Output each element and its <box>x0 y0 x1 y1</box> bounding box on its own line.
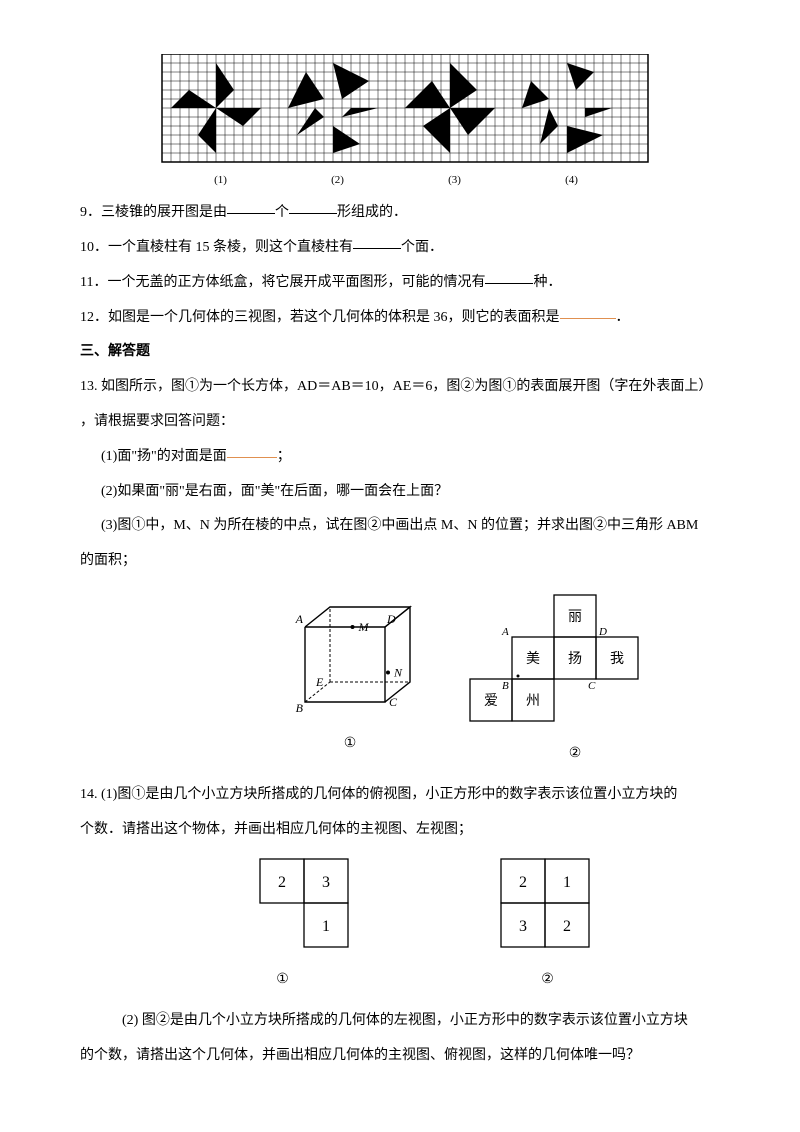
q11-pre: 11．一个无盖的正方体纸盒，将它展开成平面图形，可能的情况有 <box>80 275 485 290</box>
svg-text:1: 1 <box>563 874 571 891</box>
q11-blank <box>485 267 533 284</box>
section-3-heading: 三、解答题 <box>80 337 730 368</box>
grid-svg <box>155 54 655 164</box>
grid-patterns-figure: (1)(2)(3)(4) <box>80 54 730 192</box>
q13-cap1: ① <box>270 729 430 760</box>
q13-p1a: (1)面"扬"的对面是面 <box>101 449 227 464</box>
question-13-head2: ，请根据要求回答问题： <box>80 407 730 438</box>
grid-labels: (1)(2)(3)(4) <box>155 168 655 192</box>
svg-text:D: D <box>386 612 396 626</box>
q10-pre: 10．一个直棱柱有 15 条棱，则这个直棱柱有 <box>80 240 353 255</box>
q9-mid: 个 <box>275 205 289 220</box>
svg-text:州: 州 <box>526 694 540 709</box>
net-svg: 丽美 扬 我爱 州 A D B C <box>460 587 690 737</box>
svg-text:1: 1 <box>322 918 330 935</box>
q13-cube-wrap: A D B C E M N ① <box>270 587 430 760</box>
q14-fig2: 2 1 3 2 ② <box>493 855 603 996</box>
q13-figures: A D B C E M N ① 丽美 扬 我爱 州 A D B C ② <box>230 587 730 770</box>
question-10: 10．一个直棱柱有 15 条棱，则这个直棱柱有 个面． <box>80 233 730 264</box>
q13-cap2: ② <box>460 739 690 770</box>
q13-net-wrap: 丽美 扬 我爱 州 A D B C ② <box>460 587 690 770</box>
svg-text:丽: 丽 <box>568 610 582 625</box>
q14-cap2: ② <box>493 965 603 996</box>
svg-text:3: 3 <box>519 918 527 935</box>
svg-text:N: N <box>393 665 403 679</box>
q14-p2b: 的个数，请搭出这个几何体，并画出相应几何体的主视图、俯视图，这样的几何体唯一吗？ <box>80 1041 730 1072</box>
q14-p2a: (2) 图②是由几个小立方块所搭成的几何体的左视图，小正方形中的数字表示该位置小… <box>80 1006 730 1037</box>
svg-text:2: 2 <box>563 918 571 935</box>
q13-p1-blank <box>227 441 277 458</box>
svg-text:C: C <box>588 680 596 692</box>
svg-text:我: 我 <box>610 651 624 667</box>
svg-text:美: 美 <box>526 651 540 667</box>
svg-text:A: A <box>501 626 509 638</box>
q10-blank <box>353 232 401 249</box>
svg-text:M: M <box>358 620 370 634</box>
q13-head-a: 13. 如图所示，图①为一个长方体，AD＝AB＝10，AE＝6，图②为图①的表面… <box>80 379 712 394</box>
q14-fig1: 2 3 1 ① <box>208 855 358 996</box>
q13-part3b: 的面积； <box>80 546 730 577</box>
question-9: 9．三棱锥的展开图是由 个 形组成的． <box>80 198 730 229</box>
svg-text:D: D <box>598 626 607 638</box>
q13-part2: (2)如果面"丽"是右面，面"美"在后面，哪一面会在上面？ <box>80 477 730 508</box>
question-13-head: 13. 如图所示，图①为一个长方体，AD＝AB＝10，AE＝6，图②为图①的表面… <box>80 372 730 403</box>
q12-pre: 12．如图是一个几何体的三视图，若这个几何体的体积是 36，则它的表面积是 <box>80 310 560 325</box>
q13-part3a: (3)图①中，M、N 为所在棱的中点，试在图②中画出点 M、N 的位置；并求出图… <box>80 511 730 542</box>
q11-post: 种． <box>533 275 561 290</box>
svg-text:B: B <box>296 701 304 715</box>
svg-text:C: C <box>389 695 398 709</box>
svg-text:E: E <box>315 675 324 689</box>
q12-blank <box>560 302 616 319</box>
q14-g2-svg: 2 1 3 2 <box>493 855 603 955</box>
cube-svg: A D B C E M N <box>270 587 430 727</box>
svg-text:扬: 扬 <box>568 651 582 667</box>
q12-post: ． <box>616 310 630 325</box>
q9-pre: 9．三棱锥的展开图是由 <box>80 205 227 220</box>
svg-text:B: B <box>502 680 509 692</box>
svg-text:A: A <box>295 612 304 626</box>
q13-p1b: ； <box>277 449 291 464</box>
q10-post: 个面． <box>401 240 443 255</box>
svg-text:2: 2 <box>278 874 286 891</box>
q9-blank-2 <box>289 197 337 214</box>
svg-text:爱: 爱 <box>484 693 498 709</box>
svg-text:3: 3 <box>322 874 330 891</box>
svg-text:2: 2 <box>519 874 527 891</box>
q13-part1: (1)面"扬"的对面是面 ； <box>80 442 730 473</box>
q14-cap1: ① <box>208 965 358 996</box>
q14-figures: 2 3 1 ① 2 1 3 2 ② <box>140 855 670 996</box>
q14-p1b: 个数．请搭出这个物体，并画出相应几何体的主视图、左视图； <box>80 815 730 846</box>
question-12: 12．如图是一个几何体的三视图，若这个几何体的体积是 36，则它的表面积是 ． <box>80 303 730 334</box>
q14-p1a: 14. (1)图①是由几个小立方块所搭成的几何体的俯视图，小正方形中的数字表示该… <box>80 780 730 811</box>
q14-g1-svg: 2 3 1 <box>208 855 358 955</box>
question-11: 11．一个无盖的正方体纸盒，将它展开成平面图形，可能的情况有 种． <box>80 268 730 299</box>
q9-post: 形组成的． <box>337 205 407 220</box>
q9-blank-1 <box>227 197 275 214</box>
